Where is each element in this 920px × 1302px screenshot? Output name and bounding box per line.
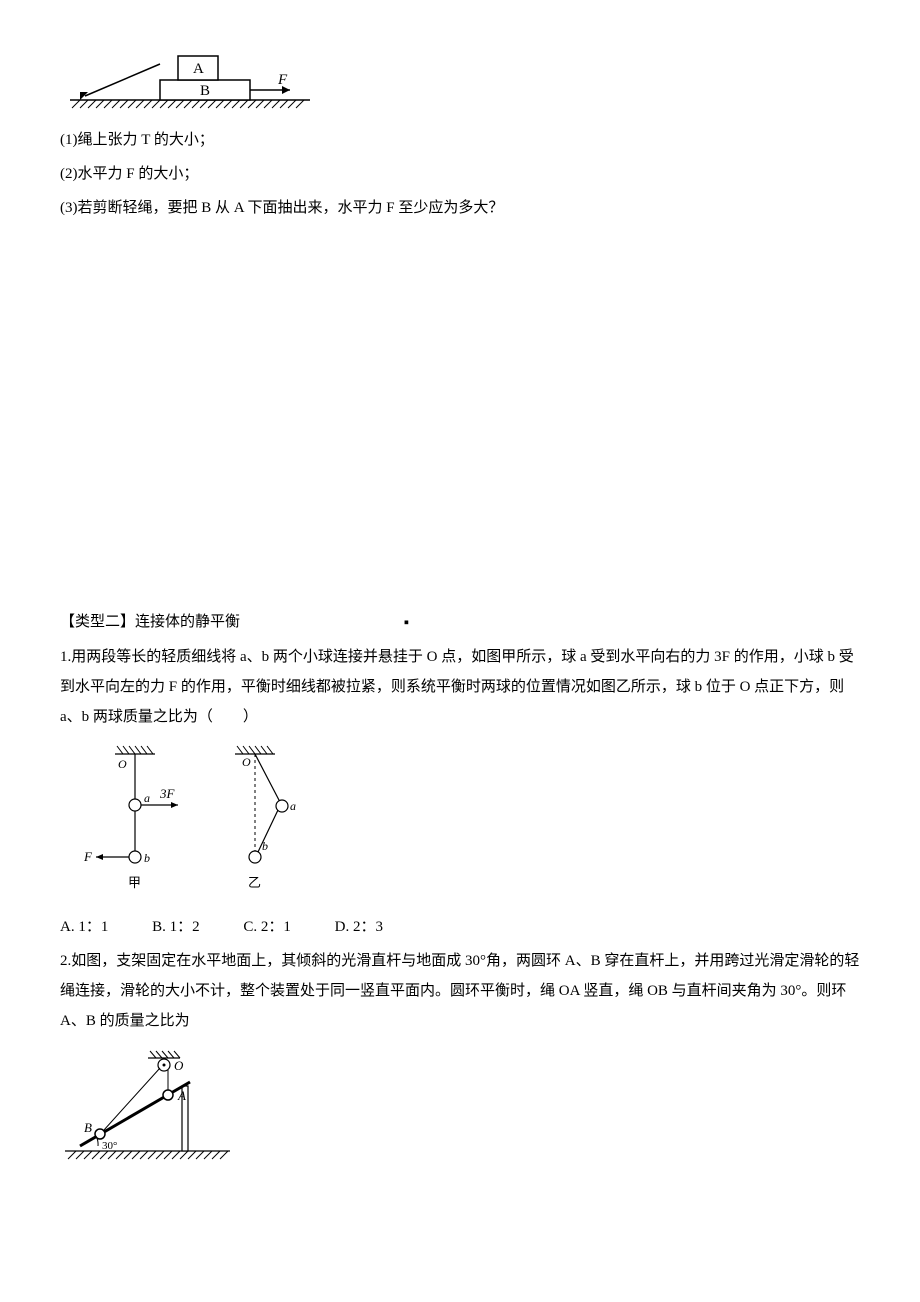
problem-1-options: A. 1：1 B. 1：2 C. 2：1 D. 2：3 xyxy=(60,912,860,942)
two-balls-svg: O a 3F b F 甲 xyxy=(60,742,300,902)
label-yi: 乙 xyxy=(248,875,261,890)
option-A: A. 1：1 xyxy=(60,919,108,935)
pulley-incline-svg: O A B 30° xyxy=(60,1046,240,1166)
option-B: B. 1：2 xyxy=(152,919,200,935)
figure-pulley-incline: O A B 30° xyxy=(60,1046,860,1166)
label-a-right: a xyxy=(290,799,296,813)
label-F: F xyxy=(277,72,288,88)
label-3F: 3F xyxy=(159,786,176,801)
label-B: B xyxy=(200,83,210,99)
label-F-left: F xyxy=(83,849,93,864)
label-jia: 甲 xyxy=(128,875,141,890)
label-B-p2: B xyxy=(84,1120,92,1135)
blocks-ab-svg: B A F xyxy=(60,50,320,115)
label-a-left: a xyxy=(144,791,150,805)
problem-1-text: 1.用两段等长的轻质细线将 a、b 两个小球连接并悬挂于 O 点，如图甲所示，球… xyxy=(60,642,860,732)
label-A-p2: A xyxy=(177,1088,186,1103)
label-30: 30° xyxy=(102,1140,117,1152)
label-A: A xyxy=(193,61,204,77)
label-b-left: b xyxy=(144,851,150,865)
option-C: C. 2：1 xyxy=(243,919,291,935)
question-3: (3)若剪断轻绳，要把 B 从 A 下面抽出来，水平力 F 至少应为多大？ xyxy=(60,193,860,223)
center-marker: ▪ xyxy=(404,608,409,638)
problem-2-text: 2.如图，支架固定在水平地面上，其倾斜的光滑直杆与地面成 30°角，两圆环 A、… xyxy=(60,946,860,1036)
section-header-type2: 【类型二】连接体的静平衡 ▪ xyxy=(60,607,860,638)
label-b-right: b xyxy=(262,839,268,853)
figure-blocks-ab: B A F xyxy=(60,50,860,115)
label-O-p2: O xyxy=(174,1058,184,1073)
question-1: (1)绳上张力 T 的大小； xyxy=(60,125,860,155)
option-D: D. 2：3 xyxy=(335,919,383,935)
blank-gap xyxy=(60,227,860,587)
question-2: (2)水平力 F 的大小； xyxy=(60,159,860,189)
label-O-right: O xyxy=(242,755,251,769)
label-O-left: O xyxy=(118,757,127,771)
figure-two-balls: O a 3F b F 甲 xyxy=(60,742,860,902)
